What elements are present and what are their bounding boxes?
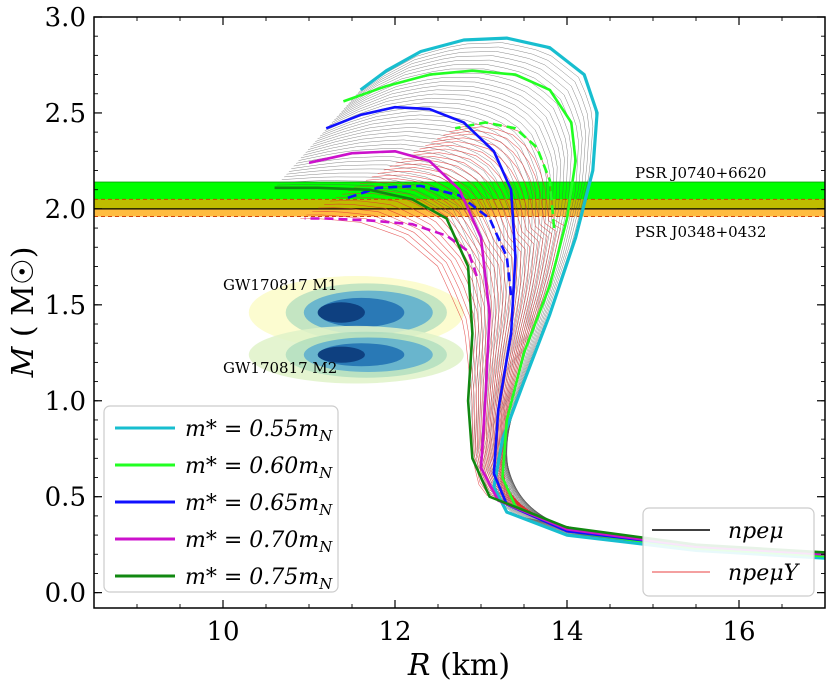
x-tick-label: 12 [378,617,411,647]
annot-gw170817-m2: GW170817 M2 [223,359,337,377]
gw170817-contours [248,276,464,384]
y-tick-label: 2.0 [45,195,86,225]
legend-label-1: m* = 0.60mN [185,454,333,482]
y-tick-label: 1.0 [45,387,86,417]
x-tick-label: 14 [550,617,583,647]
legend-label-2: m* = 0.65mN [185,491,333,519]
legend-npemu: npeμ [728,519,784,544]
legend-label-4: m* = 0.75mN [185,565,333,593]
x-tick-label: 10 [206,617,239,647]
series-line-0 [359,36,825,560]
series-hyperon-line-3 [304,217,478,277]
annot-gw170817-m1: GW170817 M1 [223,276,337,294]
band-psr-j0348 [94,199,825,217]
annot-psr-j0740: PSR J0740+6620 [635,164,766,182]
composition-legend: npeμ npeμY [642,507,815,597]
mstar-legend: m* = 0.55mN m* = 0.60mN m* = 0.65mN m* = 0.… [103,405,339,593]
legend-label-3: m* = 0.70mN [185,528,333,556]
legend-label-0: m* = 0.55mN [185,417,333,445]
plot-frame [93,16,826,609]
series-line-3 [308,150,825,556]
x-tick-label: 16 [722,617,755,647]
npemuY-family-curve [300,218,825,553]
series-line-4 [274,186,825,554]
y-tick-label: 2.5 [45,99,86,129]
series-hyperon-line-2 [342,184,513,296]
legend-npemuY: npeμY [728,561,801,586]
y-tick-label: 0.5 [45,483,86,513]
y-tick-label: 1.5 [45,291,86,321]
y-axis-label: M ( M☉) [6,247,41,379]
y-tick-label: 3.0 [45,3,86,33]
series-hyperon-line-1 [454,121,556,229]
annot-psr-j0348: PSR J0348+0432 [635,223,766,241]
y-tick-label: 0.0 [45,579,86,609]
x-axis-label: R (km) [407,648,510,683]
